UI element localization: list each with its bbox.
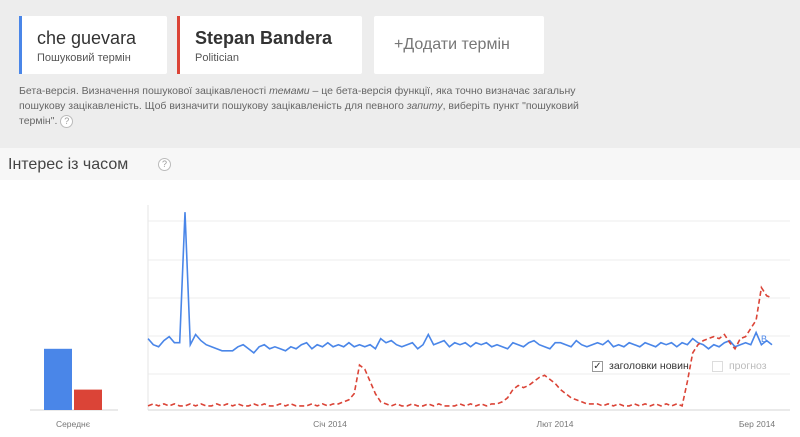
help-icon[interactable]: ? (158, 158, 171, 171)
forecast-toggle[interactable]: прогноз (712, 360, 767, 372)
term-name: che guevara (37, 28, 137, 48)
checkbox-checked-icon[interactable]: ✓ (592, 361, 603, 372)
chart-area: Середнє Січ 2014 Лют 2014 Бер 2014 B ✓ за… (0, 180, 800, 437)
beta-notice: Бета-версія. Визначення пошукової заціка… (19, 84, 599, 129)
term-color-bar (19, 16, 22, 74)
x-tick-label: Бер 2014 (739, 419, 776, 429)
average-label: Середнє (56, 419, 91, 429)
news-annotation-b[interactable]: B (761, 334, 767, 344)
series-line-che-guevara (147, 212, 773, 354)
help-icon[interactable]: ? (60, 114, 74, 128)
x-tick-label: Січ 2014 (313, 419, 347, 429)
term-card-stepan-bandera[interactable]: Stepan Bandera Politician (177, 16, 362, 74)
section-title: Інтерес із часом (8, 156, 129, 173)
news-headlines-label: заголовки новин (609, 360, 689, 372)
add-term-label: +Додати термін (394, 36, 510, 53)
news-headlines-toggle[interactable]: ✓ заголовки новин (592, 360, 689, 372)
term-type: Пошуковий термін (37, 52, 131, 64)
average-bar-stepan-bandera (74, 389, 102, 410)
query-word: запиту (406, 100, 443, 112)
average-bar-che-guevara (44, 348, 72, 410)
topic-word: темами (269, 85, 310, 97)
series-line-stepan-bandera (147, 285, 773, 407)
term-type: Politician (195, 52, 240, 64)
checkbox-unchecked-icon[interactable] (712, 360, 723, 372)
add-term-button[interactable]: +Додати термін (374, 16, 544, 74)
forecast-label: прогноз (729, 360, 767, 372)
beta-notice-text: Бета-версія. Визначення пошукової заціка… (19, 85, 270, 97)
interest-over-time-header: Інтерес із часом ? (0, 148, 800, 180)
x-tick-label: Лют 2014 (537, 419, 574, 429)
beta-notice-text: – це бета-версія функції, яка точно визн… (19, 85, 576, 112)
term-color-bar (177, 16, 180, 74)
term-card-che-guevara[interactable]: che guevara Пошуковий термін (19, 16, 167, 74)
beta-notice-text: , виберіть пункт "пошуковий термін". (19, 100, 579, 127)
interest-chart: Середнє Січ 2014 Лют 2014 Бер 2014 B (30, 205, 790, 429)
term-name: Stepan Bandera (195, 28, 333, 48)
